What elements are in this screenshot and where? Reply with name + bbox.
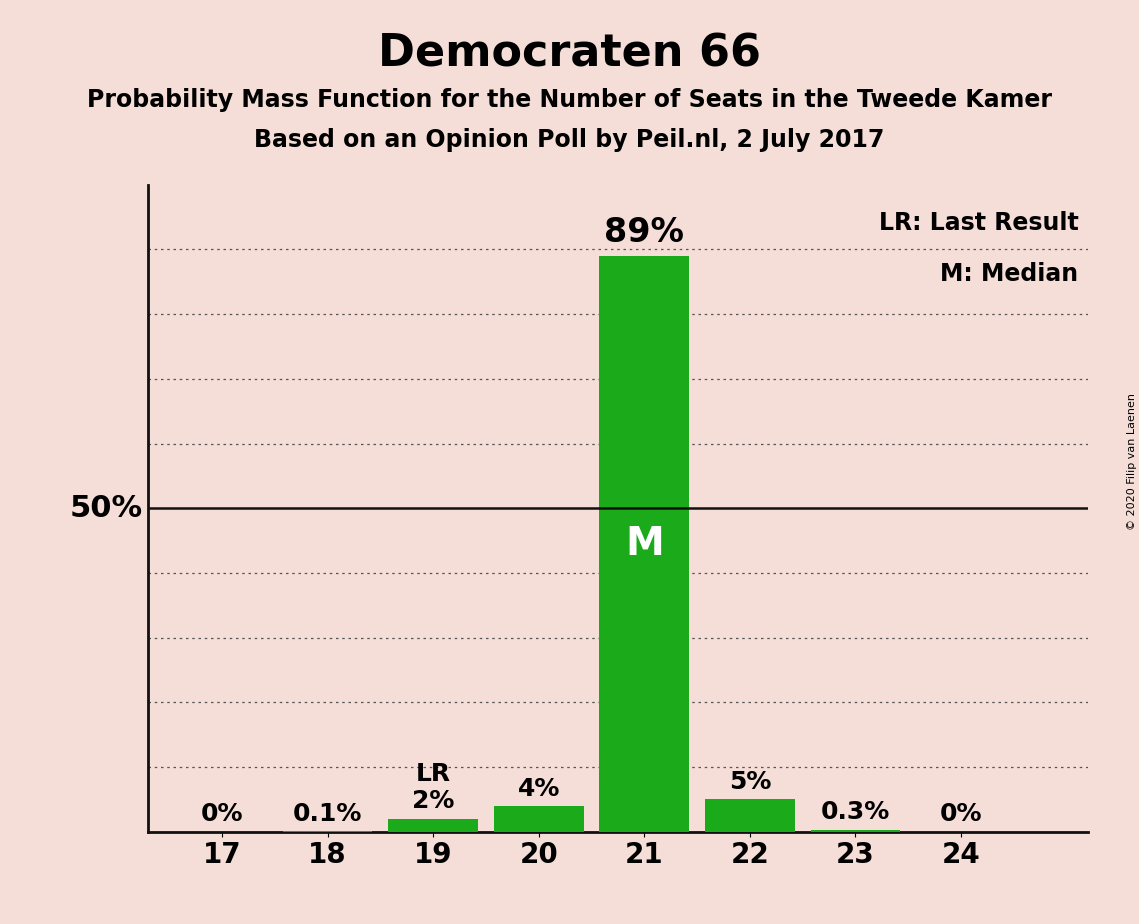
Text: LR: Last Result: LR: Last Result xyxy=(878,211,1079,235)
Text: 0%: 0% xyxy=(200,802,244,826)
Text: LR: LR xyxy=(416,762,451,786)
Text: 4%: 4% xyxy=(517,776,560,800)
Text: Based on an Opinion Poll by Peil.nl, 2 July 2017: Based on an Opinion Poll by Peil.nl, 2 J… xyxy=(254,128,885,152)
Bar xyxy=(705,799,795,832)
Text: 50%: 50% xyxy=(69,493,142,523)
Text: M: Median: M: Median xyxy=(940,262,1079,286)
Bar xyxy=(388,819,478,832)
Text: 0%: 0% xyxy=(940,802,982,826)
Text: 89%: 89% xyxy=(605,216,685,249)
Text: Democraten 66: Democraten 66 xyxy=(378,32,761,76)
Text: 0.3%: 0.3% xyxy=(821,800,890,824)
Text: 2%: 2% xyxy=(412,789,454,813)
Text: 5%: 5% xyxy=(729,770,771,794)
Bar xyxy=(599,256,689,832)
Bar xyxy=(494,806,583,832)
Bar xyxy=(811,830,900,832)
Text: © 2020 Filip van Laenen: © 2020 Filip van Laenen xyxy=(1126,394,1137,530)
Text: M: M xyxy=(625,525,664,563)
Text: 0.1%: 0.1% xyxy=(293,802,362,826)
Text: Probability Mass Function for the Number of Seats in the Tweede Kamer: Probability Mass Function for the Number… xyxy=(87,88,1052,112)
